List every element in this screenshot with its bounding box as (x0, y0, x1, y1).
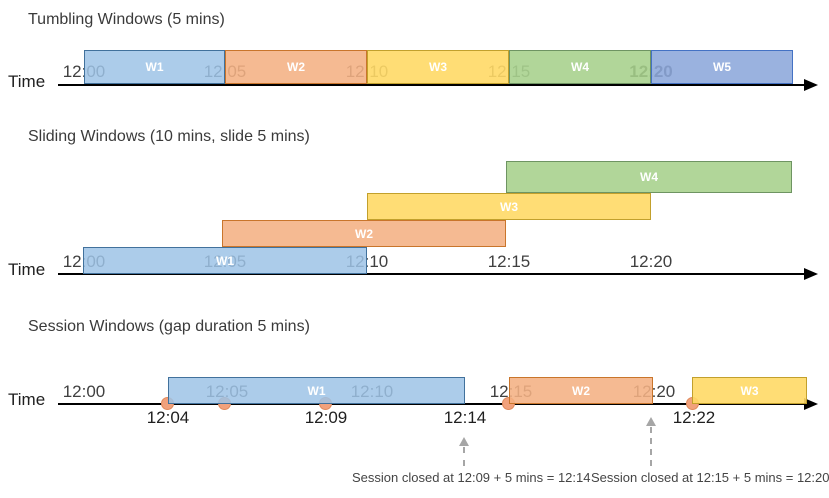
tumbling-window-w3: W3 (367, 50, 509, 84)
session-window-w2: W2 (509, 377, 653, 404)
sliding-tick-1220: 12:20 (629, 252, 673, 271)
sliding-window-w4: W4 (506, 161, 792, 193)
tumbling-window-w2: W2 (225, 50, 367, 84)
window-label: W1 (216, 253, 234, 268)
session-window-w3: W3 (692, 377, 807, 404)
tumbling-timeline (58, 84, 806, 86)
tumbling-window-w4: W4 (509, 50, 651, 84)
session-close-arrow-icon (459, 437, 469, 446)
session-close-arrow-line (463, 447, 465, 466)
window-label: W2 (287, 60, 305, 74)
tumbling-timeline-arrow-icon (804, 79, 818, 91)
window-label: W2 (572, 383, 590, 398)
tumbling-time-label: Time (8, 72, 46, 91)
session-timeline (58, 403, 806, 405)
window-label: W5 (713, 60, 731, 74)
event-time-label-1214: 12:14 (443, 408, 487, 427)
window-label: W3 (500, 199, 518, 214)
sliding-section-title: Sliding Windows (10 mins, slide 5 mins) (28, 128, 310, 145)
tumbling-section-title: Tumbling Windows (5 mins) (28, 11, 225, 28)
window-label: W3 (429, 60, 447, 74)
sliding-window-w3: W3 (367, 193, 651, 220)
window-label: W1 (145, 60, 164, 74)
session-close-note-1: Session closed at 12:09 + 5 mins = 12:14 (352, 470, 591, 485)
sliding-tick-1215: 12:15 (487, 252, 531, 271)
window-label: W3 (740, 383, 759, 398)
session-close-arrow-line (650, 427, 652, 466)
session-close-arrow-icon (646, 417, 656, 426)
sliding-timeline-arrow-icon (804, 268, 818, 280)
event-time-label-1222: 12:22 (672, 408, 716, 427)
sliding-window-w1: W1 (83, 247, 367, 274)
window-label: W4 (571, 60, 589, 74)
window-label: W2 (355, 226, 373, 241)
event-time-label-1209: 12:09 (304, 408, 348, 427)
tumbling-window-w5: W5 (651, 50, 793, 84)
sliding-timeline (58, 273, 806, 275)
window-label: W4 (640, 170, 658, 184)
session-time-label: Time (8, 390, 46, 409)
session-section-title: Session Windows (gap duration 5 mins) (28, 318, 310, 335)
session-window-w1: W1 (168, 377, 465, 404)
session-tick-1200: 12:00 (62, 382, 106, 401)
sliding-time-label: Time (8, 260, 46, 279)
session-close-note-2: Session closed at 12:15 + 5 mins = 12:20 (591, 470, 829, 485)
tumbling-window-w1: W1 (84, 50, 225, 84)
window-label: W1 (307, 383, 326, 398)
session-timeline-arrow-icon (804, 398, 818, 410)
event-time-label-1204: 12:04 (146, 408, 190, 427)
sliding-window-w2: W2 (222, 220, 506, 247)
